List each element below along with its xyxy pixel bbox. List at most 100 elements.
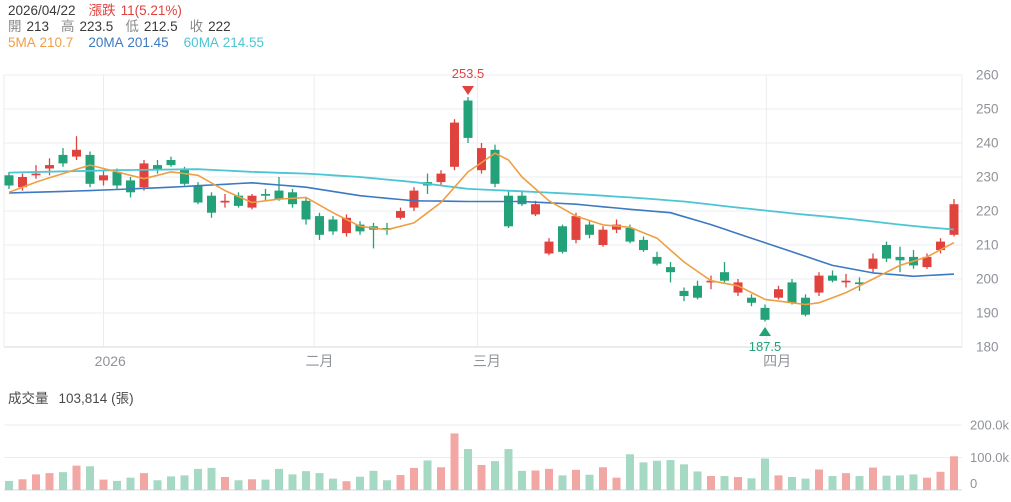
volume-bar[interactable]: [612, 477, 621, 490]
volume-bar[interactable]: [720, 476, 729, 490]
volume-bar[interactable]: [896, 475, 904, 490]
volume-bar[interactable]: [464, 449, 472, 490]
volume-bar[interactable]: [842, 473, 850, 490]
candle[interactable]: [261, 188, 270, 201]
candle[interactable]: [949, 199, 959, 237]
volume-bar[interactable]: [491, 461, 499, 490]
candle[interactable]: [234, 192, 243, 208]
volume-bar[interactable]: [288, 474, 297, 490]
volume-bar[interactable]: [599, 467, 607, 490]
volume-bar[interactable]: [356, 476, 364, 490]
volume-bar[interactable]: [747, 478, 756, 490]
candle[interactable]: [220, 194, 230, 208]
volume-bar[interactable]: [734, 477, 742, 490]
candle[interactable]: [652, 251, 662, 266]
volume-bar[interactable]: [167, 476, 175, 490]
candle[interactable]: [342, 214, 351, 237]
candle[interactable]: [868, 253, 878, 273]
volume-bar[interactable]: [194, 468, 202, 490]
candle[interactable]: [787, 279, 797, 305]
volume-bar[interactable]: [86, 466, 94, 490]
candle[interactable]: [517, 190, 527, 206]
volume-bar[interactable]: [518, 470, 526, 490]
candle[interactable]: [126, 177, 135, 198]
volume-bar[interactable]: [531, 470, 540, 491]
volume-bar[interactable]: [5, 480, 13, 490]
volume-bar[interactable]: [234, 480, 243, 490]
candle[interactable]: [274, 177, 284, 201]
candle[interactable]: [679, 287, 689, 302]
volume-bar[interactable]: [369, 470, 378, 490]
candle[interactable]: [153, 160, 162, 174]
volume-bar[interactable]: [221, 477, 229, 490]
candle[interactable]: [720, 262, 729, 283]
volume-bar[interactable]: [653, 460, 661, 490]
candle[interactable]: [58, 148, 68, 167]
volume-bar[interactable]: [153, 480, 162, 490]
candle[interactable]: [396, 207, 405, 220]
candle[interactable]: [490, 144, 500, 188]
volume-bar[interactable]: [801, 478, 810, 490]
volume-bar[interactable]: [477, 464, 486, 490]
candle[interactable]: [477, 143, 486, 174]
candle[interactable]: [504, 190, 513, 228]
volume-bar[interactable]: [666, 460, 675, 490]
volume-bar[interactable]: [950, 456, 958, 490]
candle[interactable]: [585, 221, 594, 239]
candle[interactable]: [436, 170, 446, 186]
volume-bar[interactable]: [923, 477, 931, 490]
volume-bar[interactable]: [32, 474, 40, 490]
volume-bar[interactable]: [639, 462, 648, 490]
candle[interactable]: [531, 200, 540, 217]
candle[interactable]: [639, 236, 648, 252]
candle[interactable]: [706, 275, 716, 290]
candle[interactable]: [733, 279, 743, 296]
candle[interactable]: [139, 160, 149, 191]
volume-bar[interactable]: [275, 468, 283, 490]
candle[interactable]: [328, 216, 338, 235]
candle[interactable]: [895, 246, 905, 273]
candle[interactable]: [450, 119, 459, 171]
candle[interactable]: [882, 241, 891, 262]
candle[interactable]: [207, 192, 216, 218]
volume-bar[interactable]: [113, 480, 121, 490]
volume-bar[interactable]: [383, 480, 391, 490]
candle[interactable]: [774, 285, 783, 300]
candle[interactable]: [936, 238, 945, 254]
volume-bar[interactable]: [936, 471, 945, 490]
volume-bar[interactable]: [707, 476, 715, 490]
volume-bar[interactable]: [207, 467, 216, 490]
volume-bar[interactable]: [572, 469, 580, 490]
volume-bar[interactable]: [585, 474, 594, 490]
volume-bar[interactable]: [45, 473, 54, 490]
candle[interactable]: [693, 280, 702, 300]
volume-bar[interactable]: [410, 467, 418, 490]
volume-bar[interactable]: [558, 475, 567, 490]
candle[interactable]: [571, 212, 581, 244]
volume-bar[interactable]: [18, 479, 27, 490]
candle[interactable]: [45, 158, 54, 176]
volume-bar[interactable]: [59, 472, 67, 490]
volume-bar[interactable]: [437, 467, 445, 490]
volume-bar[interactable]: [450, 433, 459, 490]
candle[interactable]: [855, 277, 864, 291]
volume-bar[interactable]: [869, 467, 877, 490]
volume-bar[interactable]: [626, 454, 634, 490]
volume-bar[interactable]: [329, 478, 337, 490]
volume-bar[interactable]: [788, 477, 796, 490]
volume-bar[interactable]: [248, 479, 256, 490]
volume-bar[interactable]: [815, 469, 823, 490]
candle[interactable]: [463, 97, 473, 143]
volume-bar[interactable]: [140, 473, 148, 490]
candle[interactable]: [4, 171, 14, 189]
candle[interactable]: [598, 226, 608, 247]
candle[interactable]: [558, 224, 567, 254]
candle[interactable]: [166, 156, 176, 167]
volume-bar[interactable]: [855, 476, 864, 490]
candle[interactable]: [355, 221, 365, 235]
volume-bar[interactable]: [396, 475, 405, 490]
volume-bar[interactable]: [72, 465, 81, 490]
candle[interactable]: [760, 304, 770, 322]
candle[interactable]: [72, 136, 81, 160]
